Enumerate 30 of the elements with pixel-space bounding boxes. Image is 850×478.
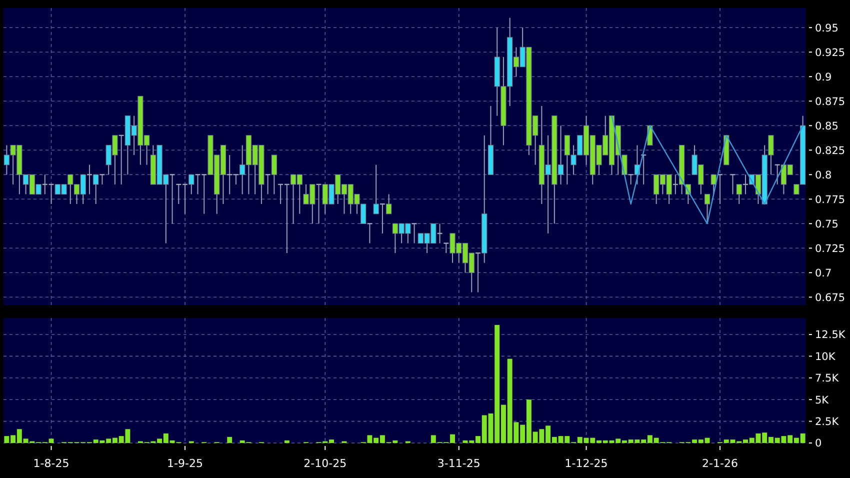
y-tick-label: 0.925	[815, 46, 846, 59]
y-tick-label: 7.5K	[815, 372, 840, 385]
y-tick-label: 0.725	[815, 242, 846, 255]
x-tick-label: 1-9-25	[167, 457, 203, 470]
y-tick-label: 0.7	[815, 267, 832, 280]
y-tick-label: 0.675	[815, 292, 846, 304]
y-tick-label: 0.95	[815, 22, 838, 34]
bar	[284, 440, 290, 443]
x-tick-label: 1-12-25	[564, 457, 608, 470]
x-tick-label: 2-1-26	[702, 457, 738, 470]
y-tick-label: 0.8	[815, 169, 832, 182]
y-tick-label: 0.85	[815, 120, 838, 132]
y-tick-label: 10K	[815, 350, 836, 363]
x-tick-label: 3-11-25	[437, 457, 480, 470]
y-tick-label: 2.5K	[815, 416, 840, 428]
y-tick-label: 12.5K	[815, 329, 846, 342]
x-tick-label: 1-8-25	[33, 457, 70, 470]
y-tick-label: 0.75	[815, 218, 838, 230]
y-tick-label: 0.875	[815, 96, 846, 108]
candlestick	[710, 174, 716, 195]
y-tick-label: 0.9	[815, 71, 832, 84]
x-tick-label: 2-10-25	[304, 457, 347, 470]
y-tick-label: 5K	[815, 394, 830, 406]
line-series	[611, 115, 804, 224]
candlestick	[444, 242, 449, 254]
y-tick-label: 0.825	[815, 144, 846, 157]
candlestick	[774, 164, 780, 185]
bar	[227, 436, 232, 443]
y-tick-label: 0	[815, 438, 822, 450]
y-tick-label: 0.775	[815, 194, 846, 206]
